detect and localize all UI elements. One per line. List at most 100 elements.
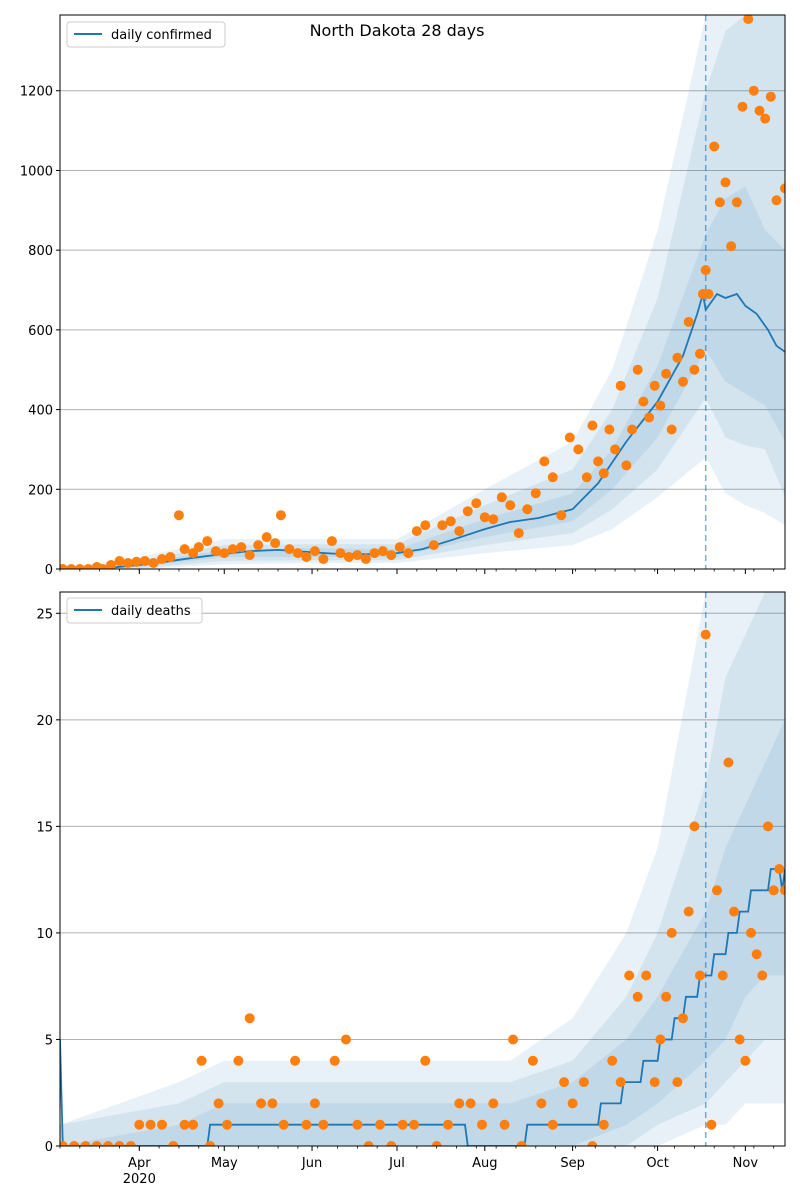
confirmed-point bbox=[292, 548, 303, 559]
deaths-ytick-label: 25 bbox=[36, 607, 53, 622]
confirmed-point bbox=[632, 364, 643, 375]
deaths-point bbox=[301, 1119, 312, 1130]
deaths-point bbox=[547, 1119, 558, 1130]
deaths-band-outer bbox=[60, 592, 785, 1146]
deaths-point bbox=[768, 885, 779, 896]
confirmed-point bbox=[488, 514, 499, 525]
deaths-point bbox=[587, 1141, 598, 1146]
deaths-point bbox=[578, 1077, 589, 1088]
confirmed-ytick-label: 1200 bbox=[20, 85, 53, 100]
deaths-bands bbox=[60, 592, 785, 1146]
confirmed-y-axis: 0 200 400 600 800 1000 1200 bbox=[20, 85, 60, 578]
deaths-point bbox=[125, 1141, 136, 1146]
confirmed-point bbox=[587, 420, 598, 431]
confirmed-point bbox=[714, 197, 725, 208]
confirmed-point bbox=[462, 506, 473, 517]
deaths-point bbox=[256, 1098, 267, 1109]
deaths-point bbox=[145, 1119, 156, 1130]
confirmed-point bbox=[193, 542, 204, 553]
deaths-point bbox=[499, 1119, 510, 1130]
confirmed-legend-box bbox=[66, 21, 226, 48]
confirmed-point bbox=[210, 546, 221, 557]
confirmed-point bbox=[720, 177, 731, 188]
confirmed-point bbox=[437, 520, 448, 531]
deaths-point bbox=[488, 1098, 499, 1109]
deaths-legend-box bbox=[66, 597, 203, 624]
confirmed-point bbox=[505, 500, 516, 511]
deaths-point bbox=[683, 906, 694, 917]
confirmed-point bbox=[638, 396, 649, 407]
confirmed-point bbox=[604, 424, 615, 435]
deaths-point bbox=[717, 970, 728, 981]
deaths-point bbox=[763, 821, 773, 832]
confirmed-point bbox=[157, 554, 167, 564]
confirmed-point bbox=[428, 540, 439, 551]
deaths-point bbox=[375, 1119, 385, 1130]
confirmed-point bbox=[649, 380, 660, 391]
deaths-point bbox=[91, 1141, 102, 1146]
deaths-point bbox=[443, 1119, 453, 1130]
confirmed-point bbox=[244, 550, 255, 561]
deaths-point bbox=[567, 1098, 578, 1109]
confirmed-ytick-label: 400 bbox=[28, 404, 53, 419]
confirmed-point bbox=[227, 544, 238, 555]
confirmed-point bbox=[165, 552, 176, 562]
deaths-point bbox=[734, 1034, 745, 1045]
deaths-point bbox=[607, 1055, 618, 1066]
deaths-point bbox=[780, 885, 785, 896]
confirmed-point bbox=[556, 510, 567, 521]
confirmed-point bbox=[496, 492, 507, 503]
deaths-point bbox=[689, 821, 700, 832]
confirmed-point bbox=[131, 556, 142, 567]
confirmed-ytick-label: 0 bbox=[45, 563, 53, 578]
confirmed-point bbox=[737, 101, 748, 112]
deaths-point bbox=[624, 970, 635, 981]
deaths-point bbox=[465, 1098, 476, 1109]
confirmed-point bbox=[760, 113, 771, 124]
confirmed-point bbox=[726, 241, 737, 252]
xtick-label: Jun bbox=[301, 1156, 322, 1171]
confirmed-point bbox=[780, 183, 785, 194]
deaths-point bbox=[103, 1141, 114, 1146]
xtick-label: Apr bbox=[128, 1156, 151, 1171]
confirmed-point bbox=[420, 520, 431, 531]
deaths-point bbox=[649, 1077, 660, 1088]
deaths-point bbox=[751, 949, 762, 960]
confirmed-ytick-label: 600 bbox=[28, 324, 53, 339]
confirmed-point bbox=[748, 85, 759, 96]
confirmed-point bbox=[326, 536, 337, 547]
confirmed-point bbox=[253, 540, 264, 551]
confirmed-point bbox=[666, 424, 677, 435]
xtick-label: Oct bbox=[646, 1156, 668, 1171]
confirmed-point bbox=[236, 542, 247, 553]
confirmed-point bbox=[261, 532, 272, 543]
confirmed-point bbox=[60, 564, 68, 569]
confirmed-point bbox=[547, 472, 558, 483]
confirmed-point bbox=[689, 364, 700, 375]
confirmed-band-mid bbox=[60, 15, 785, 569]
confirmed-point bbox=[394, 542, 405, 553]
confirmed-point bbox=[655, 400, 666, 411]
deaths-point bbox=[386, 1141, 397, 1146]
confirmed-point bbox=[593, 456, 604, 467]
deaths-points bbox=[60, 629, 785, 1146]
deaths-point bbox=[536, 1098, 547, 1109]
deaths-point bbox=[598, 1119, 609, 1130]
confirmed-point bbox=[661, 368, 672, 379]
deaths-point bbox=[244, 1013, 255, 1024]
deaths-point bbox=[329, 1055, 340, 1066]
confirmed-point bbox=[343, 552, 354, 562]
deaths-y-axis: 0 5 10 15 20 25 bbox=[36, 607, 60, 1155]
deaths-point bbox=[527, 1055, 538, 1066]
confirmed-point bbox=[615, 380, 626, 391]
confirmed-point bbox=[386, 550, 397, 561]
xtick-label: Jul bbox=[388, 1156, 405, 1171]
confirmed-point bbox=[644, 412, 655, 423]
deaths-point bbox=[757, 970, 768, 981]
confirmed-panel: 0 200 400 600 800 1000 1200 North Dakota 28 da… bbox=[20, 14, 786, 578]
confirmed-point bbox=[106, 560, 116, 569]
deaths-point bbox=[615, 1077, 626, 1088]
confirmed-point bbox=[479, 512, 490, 523]
xtick-sublabel: 2020 bbox=[123, 1172, 156, 1187]
deaths-point bbox=[706, 1119, 717, 1130]
